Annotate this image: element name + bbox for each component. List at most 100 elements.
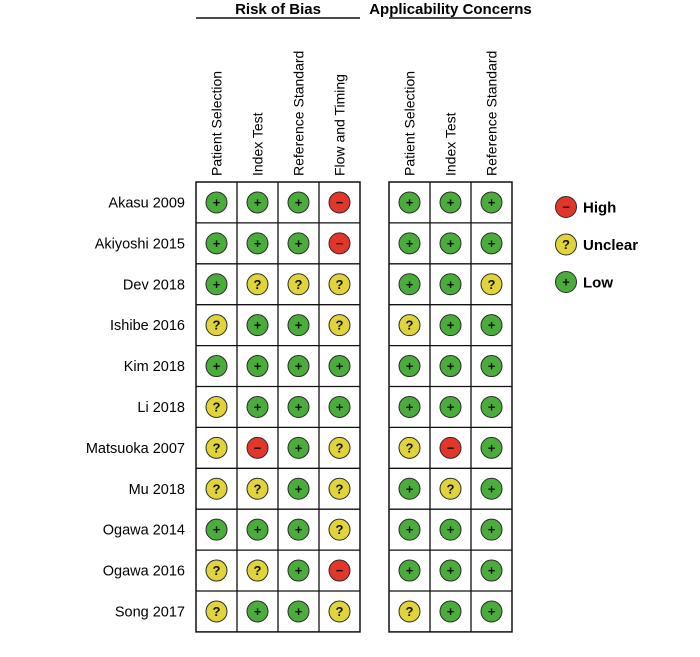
risk-marker-high (328, 232, 351, 255)
risk-marker-low-symbol: + (254, 195, 262, 210)
risk-marker-low (398, 395, 421, 418)
risk-marker-low (439, 273, 462, 296)
risk-marker-low (246, 191, 269, 214)
risk-marker-low-symbol: + (336, 359, 344, 374)
risk-marker-low (246, 395, 269, 418)
section-title-applicability-concerns: Applicability Concerns (369, 1, 532, 18)
risk-marker-unclear-symbol: ? (213, 481, 221, 496)
risk-marker-low-symbol: + (295, 359, 303, 374)
risk-marker-low (480, 395, 503, 418)
legend-label-low: Low (583, 275, 613, 292)
risk-marker-unclear-symbol: ? (254, 563, 262, 578)
legend-marker-unclear (555, 233, 577, 256)
study-label: Ogawa 2014 (103, 523, 185, 539)
risk-marker-low (398, 232, 421, 255)
risk-marker-low-symbol: + (295, 440, 303, 455)
risk-marker-low (205, 355, 228, 378)
risk-marker-low (287, 600, 310, 623)
risk-marker-low-symbol: + (254, 604, 262, 619)
column-header: Patient Selection (209, 71, 225, 176)
risk-marker-low-symbol: + (488, 359, 496, 374)
risk-marker-low-symbol: + (488, 399, 496, 414)
risk-marker-unclear-symbol: ? (213, 440, 221, 455)
study-label: Matsuoka 2007 (86, 441, 185, 457)
risk-marker-low-symbol: + (295, 481, 303, 496)
risk-marker-high-symbol: − (254, 440, 262, 455)
risk-marker-low (439, 232, 462, 255)
risk-marker-low-symbol: + (254, 318, 262, 333)
risk-marker-unclear (205, 559, 228, 582)
risk-marker-unclear-symbol: ? (336, 277, 344, 292)
study-label: Ishibe 2016 (110, 318, 185, 334)
risk-marker-low-symbol: + (254, 399, 262, 414)
risk-marker-low-symbol: + (488, 440, 496, 455)
risk-marker-low-symbol: + (254, 236, 262, 251)
risk-marker-low (287, 518, 310, 541)
risk-marker-low-symbol: + (488, 195, 496, 210)
risk-marker-low-symbol: + (447, 277, 455, 292)
risk-marker-unclear (328, 314, 351, 337)
risk-marker-unclear (246, 273, 269, 296)
risk-marker-low (246, 600, 269, 623)
risk-marker-low-symbol: + (447, 522, 455, 537)
risk-marker-low-symbol: + (488, 522, 496, 537)
column-header: Index Test (443, 112, 459, 176)
risk-marker-unclear-symbol: ? (295, 277, 303, 292)
risk-marker-unclear-symbol: ? (336, 318, 344, 333)
risk-marker-low (287, 559, 310, 582)
risk-marker-low (246, 355, 269, 378)
risk-marker-low-symbol: + (406, 236, 414, 251)
risk-marker-unclear-symbol: ? (336, 522, 344, 537)
risk-marker-low-symbol: + (406, 399, 414, 414)
risk-marker-low (287, 314, 310, 337)
risk-marker-low (398, 477, 421, 500)
risk-marker-high (246, 436, 269, 459)
legend-marker-low-symbol: + (562, 275, 570, 290)
risk-marker-low (398, 518, 421, 541)
risk-marker-unclear-symbol: ? (406, 440, 414, 455)
risk-marker-low-symbol: + (254, 359, 262, 374)
risk-marker-low-symbol: + (447, 563, 455, 578)
risk-marker-low (205, 232, 228, 255)
risk-marker-high (328, 559, 351, 582)
risk-marker-low-symbol: + (447, 195, 455, 210)
risk-marker-unclear (205, 477, 228, 500)
risk-marker-low (287, 436, 310, 459)
risk-marker-low (480, 600, 503, 623)
risk-marker-low (480, 477, 503, 500)
risk-marker-low (287, 477, 310, 500)
risk-marker-low-symbol: + (213, 359, 221, 374)
risk-marker-low (439, 355, 462, 378)
risk-marker-low-symbol: + (213, 277, 221, 292)
risk-marker-unclear (205, 314, 228, 337)
risk-marker-unclear-symbol: ? (406, 604, 414, 619)
risk-marker-low (328, 395, 351, 418)
risk-marker-low (398, 273, 421, 296)
risk-marker-low-symbol: + (295, 195, 303, 210)
risk-marker-low (205, 273, 228, 296)
risk-marker-low-symbol: + (488, 563, 496, 578)
risk-marker-low-symbol: + (447, 359, 455, 374)
risk-marker-unclear-symbol: ? (488, 277, 496, 292)
risk-marker-low (439, 191, 462, 214)
risk-marker-unclear (205, 600, 228, 623)
legend-label-high: High (583, 200, 616, 217)
risk-marker-high-symbol: − (336, 563, 344, 578)
risk-marker-low-symbol: + (447, 604, 455, 619)
risk-marker-unclear (328, 436, 351, 459)
risk-marker-low-symbol: + (488, 604, 496, 619)
column-header: Index Test (250, 112, 266, 176)
legend-label-unclear: Unclear (583, 237, 638, 254)
risk-marker-low (205, 191, 228, 214)
risk-marker-low (328, 355, 351, 378)
risk-marker-low (439, 559, 462, 582)
risk-marker-low-symbol: + (295, 236, 303, 251)
risk-marker-low-symbol: + (406, 522, 414, 537)
legend-marker-low (555, 271, 577, 293)
column-header: Flow and Timing (332, 74, 348, 176)
risk-marker-unclear (205, 436, 228, 459)
study-label: Song 2017 (115, 604, 185, 620)
risk-marker-low (480, 191, 503, 214)
risk-marker-low (439, 314, 462, 337)
